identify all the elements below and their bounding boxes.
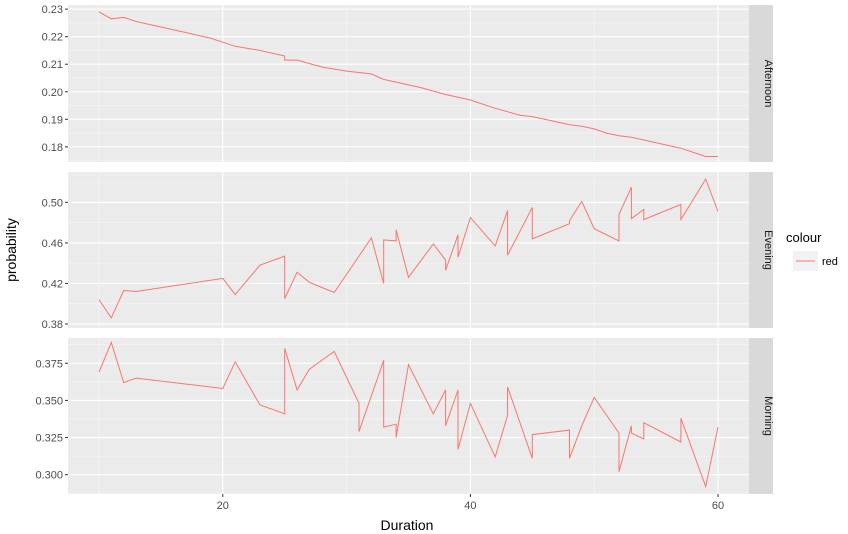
panel-background (68, 172, 749, 328)
y-tick-label: 0.19 (42, 114, 63, 126)
x-tick-label: 60 (712, 500, 724, 512)
y-tick-label: 0.350 (35, 395, 63, 407)
facet-strip (749, 338, 773, 494)
x-tick-label: 20 (217, 500, 229, 512)
y-tick-label: 0.23 (42, 4, 63, 16)
panel-background (68, 338, 749, 494)
legend-label-red: red (822, 256, 838, 268)
y-tick-label: 0.375 (35, 358, 63, 370)
panel-evening: 0.38 0.42 0.46 0.50 Evening (42, 172, 774, 331)
y-tick-label: 0.46 (42, 238, 63, 250)
panels-group: 0.18 0.19 0.20 0.21 0.22 0.23 Afternoon 0.38 0.4… (35, 4, 774, 494)
panel-morning: 0.300 0.325 0.350 0.375 Morning (35, 338, 774, 494)
facet-strip (749, 172, 773, 328)
y-axis-title: probability (3, 218, 19, 282)
y-tick-label: 0.325 (35, 433, 63, 445)
y-tick-label: 0.22 (42, 32, 63, 44)
facet-strip-label: Evening (762, 230, 774, 270)
facet-strip-label: Afternoon (762, 60, 774, 108)
x-axis: 20 40 60 (217, 494, 724, 512)
legend-title: colour (786, 230, 822, 245)
x-tick-label: 40 (464, 500, 476, 512)
legend: colour red (786, 230, 838, 271)
y-tick-label: 0.42 (42, 278, 63, 290)
y-tick-label: 0.18 (42, 142, 63, 154)
x-axis-title: Duration (381, 517, 434, 533)
series-line (98, 341, 719, 489)
facet-strip-label: Morning (762, 396, 774, 436)
y-tick-label: 0.50 (42, 197, 63, 209)
panel-afternoon: 0.18 0.19 0.20 0.21 0.22 0.23 Afternoon (42, 4, 774, 162)
y-tick-label: 0.38 (42, 319, 63, 331)
y-tick-label: 0.20 (42, 87, 63, 99)
facet-strip (749, 5, 773, 162)
series-line (98, 11, 718, 157)
series-line (98, 177, 719, 319)
y-tick-label: 0.300 (35, 470, 63, 482)
y-tick-label: 0.21 (42, 59, 63, 71)
